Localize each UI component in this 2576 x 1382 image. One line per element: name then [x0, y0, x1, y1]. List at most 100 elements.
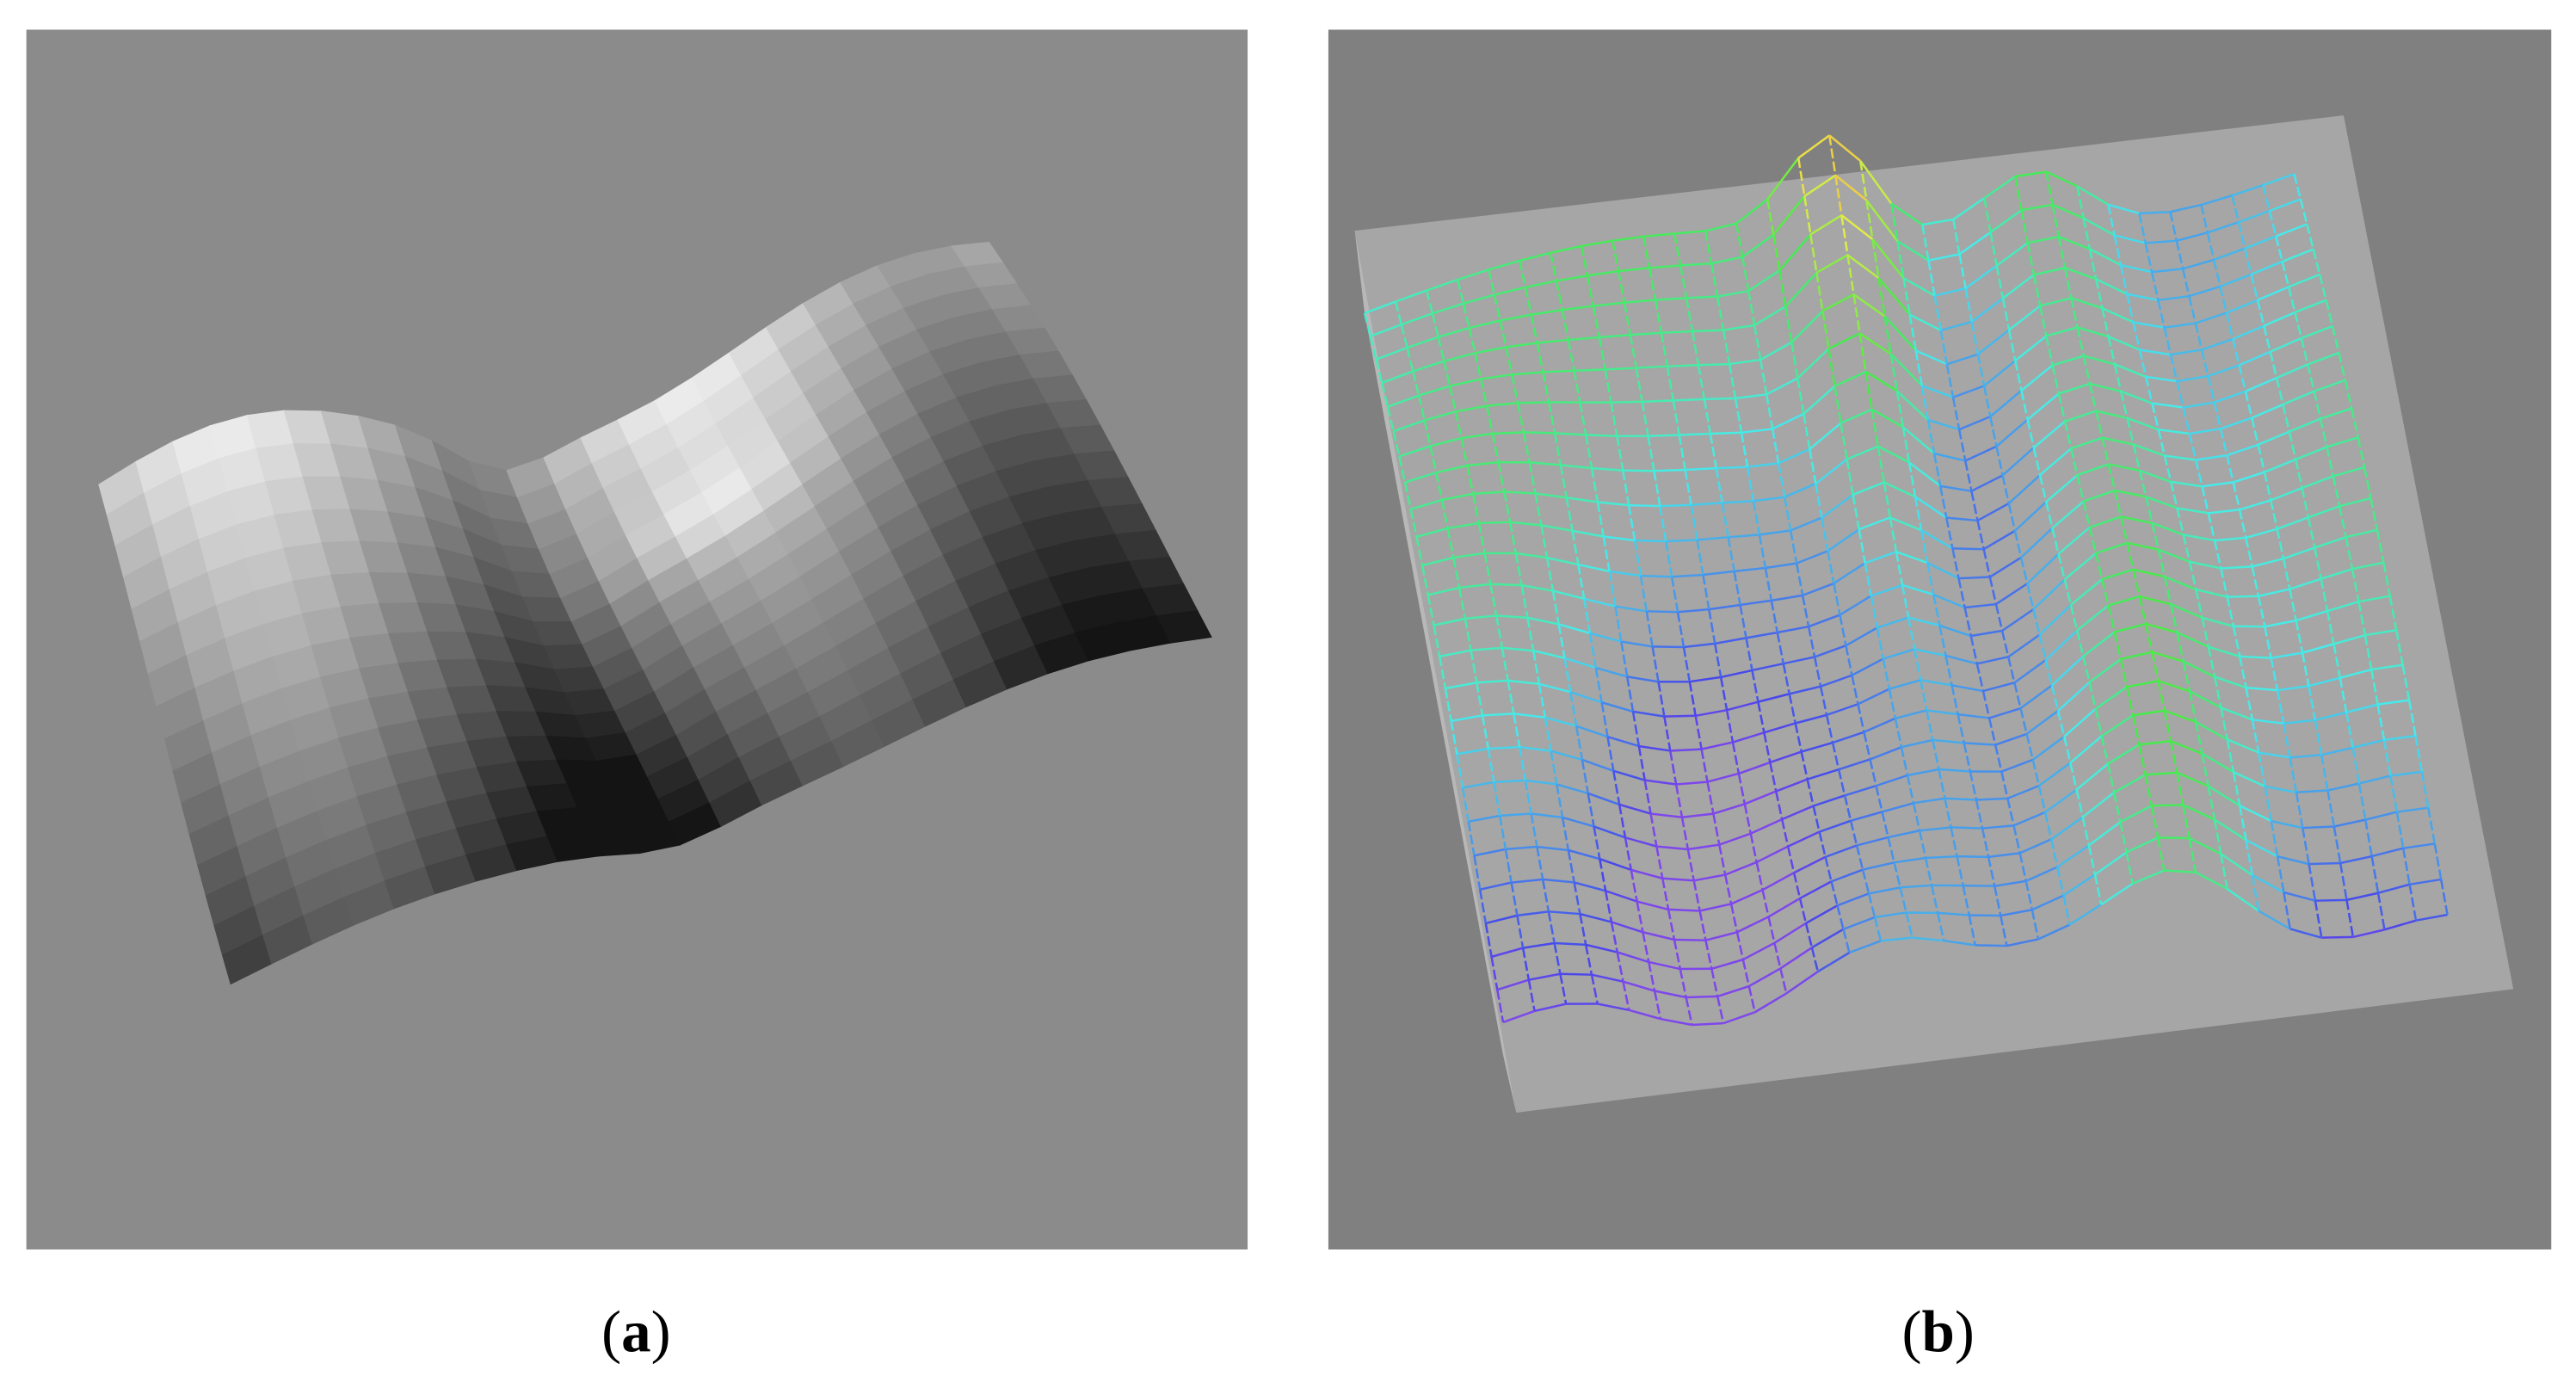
mesh-line	[1964, 602, 1997, 609]
mesh-line	[2182, 805, 2191, 839]
mesh-line	[1921, 385, 1954, 398]
mesh-line	[1605, 890, 1638, 903]
mesh-line	[1679, 432, 1710, 436]
mesh-line	[1667, 909, 1676, 941]
mesh-line	[1939, 330, 1949, 365]
mesh-line	[1601, 701, 1634, 713]
mesh-line	[1815, 483, 1823, 518]
mesh-line	[1889, 517, 1898, 552]
mesh-line	[1825, 844, 1858, 859]
mesh-line	[2296, 609, 2328, 622]
mesh-line	[1840, 423, 1848, 460]
mesh-line	[1445, 682, 1477, 690]
mesh-line	[1604, 369, 1612, 403]
mesh-line	[1734, 398, 1743, 433]
mesh-line	[1553, 433, 1562, 466]
mesh-line	[1536, 846, 1544, 880]
mesh-line	[1827, 349, 1836, 387]
mesh-line	[2108, 595, 2141, 607]
mesh-line	[1632, 710, 1665, 718]
mesh-line	[1481, 715, 1489, 750]
mesh-line	[2138, 349, 2148, 378]
mesh-line	[1728, 363, 1737, 399]
mesh-line	[1682, 646, 1692, 682]
mesh-line	[1444, 688, 1452, 722]
mesh-line	[2258, 588, 2290, 597]
mesh-line	[2063, 579, 2073, 606]
mesh-line	[2026, 583, 2035, 610]
mesh-line	[1728, 534, 1760, 539]
mesh-line	[1718, 832, 1752, 846]
mesh-line	[1518, 746, 1527, 781]
mesh-line	[2206, 232, 2215, 261]
mesh-line	[2239, 499, 2271, 511]
mesh-line	[1666, 366, 1675, 401]
mesh-line	[1504, 490, 1536, 495]
mesh-line	[1685, 466, 1716, 472]
mesh-line	[1489, 583, 1498, 616]
mesh-line	[1626, 676, 1659, 683]
mesh-line	[2108, 203, 2140, 215]
mesh-line	[1989, 231, 1998, 267]
mesh-line	[1535, 492, 1567, 499]
mesh-line	[1606, 737, 1615, 772]
mesh-line	[2144, 774, 2154, 806]
mesh-line	[1653, 990, 1662, 1020]
mesh-line	[1778, 270, 1787, 307]
mesh-line	[1680, 817, 1690, 850]
mesh-line	[1932, 739, 1940, 770]
mesh-line	[2045, 170, 2078, 188]
mesh-line	[1932, 594, 1941, 626]
mesh-line	[2289, 417, 2321, 433]
mesh-line	[1387, 394, 1420, 408]
mesh-line	[1777, 625, 1809, 634]
mesh-line	[1843, 795, 1852, 822]
mesh-line	[2276, 855, 2285, 893]
mesh-line	[1971, 297, 2004, 323]
mesh-line	[1763, 722, 1796, 734]
mesh-line	[2357, 783, 2367, 820]
mesh-line	[2170, 480, 2203, 488]
mesh-line	[1803, 413, 1811, 450]
mesh-line	[1420, 565, 1430, 595]
mesh-line	[1624, 837, 1633, 871]
mesh-line	[1989, 389, 2023, 418]
mesh-line	[1706, 781, 1715, 814]
mesh-line	[1957, 577, 1966, 608]
mesh-line	[2082, 631, 2116, 657]
mesh-line	[1951, 397, 1961, 430]
mesh-line	[1552, 589, 1585, 601]
mesh-line	[2201, 194, 2233, 207]
mesh-line	[2151, 403, 2160, 430]
mesh-line	[1580, 912, 1612, 923]
mesh-line	[1988, 706, 2021, 719]
mesh-line	[1842, 929, 1851, 953]
mesh-line	[1440, 499, 1449, 529]
mesh-line	[2282, 558, 2291, 589]
mesh-line	[1735, 198, 1768, 225]
mesh-line	[1873, 916, 1883, 941]
mesh-line	[2258, 430, 2290, 446]
mesh-line	[2289, 757, 2298, 793]
mesh-line	[1926, 709, 1958, 716]
mesh-line	[2189, 690, 2222, 709]
mesh-line	[1704, 397, 1736, 401]
mesh-line	[1950, 685, 1959, 715]
mesh-line	[2326, 610, 2335, 645]
mesh-line	[2403, 842, 2435, 849]
mesh-line	[2238, 365, 2247, 392]
mesh-line	[1676, 612, 1685, 648]
mesh-line	[1976, 354, 1986, 386]
mesh-line	[2258, 910, 2291, 930]
mesh-line	[1513, 713, 1521, 748]
mesh-line	[1890, 202, 1923, 226]
mesh-line	[1612, 770, 1621, 805]
mesh-line	[2114, 622, 2147, 633]
mesh-line	[1596, 502, 1605, 537]
mesh-line	[1417, 395, 1426, 421]
mesh-line	[2063, 552, 2097, 581]
mesh-line	[1692, 329, 1724, 333]
mesh-line	[2333, 633, 2366, 645]
mesh-line	[1919, 826, 1951, 832]
mesh-line	[1912, 936, 1944, 942]
